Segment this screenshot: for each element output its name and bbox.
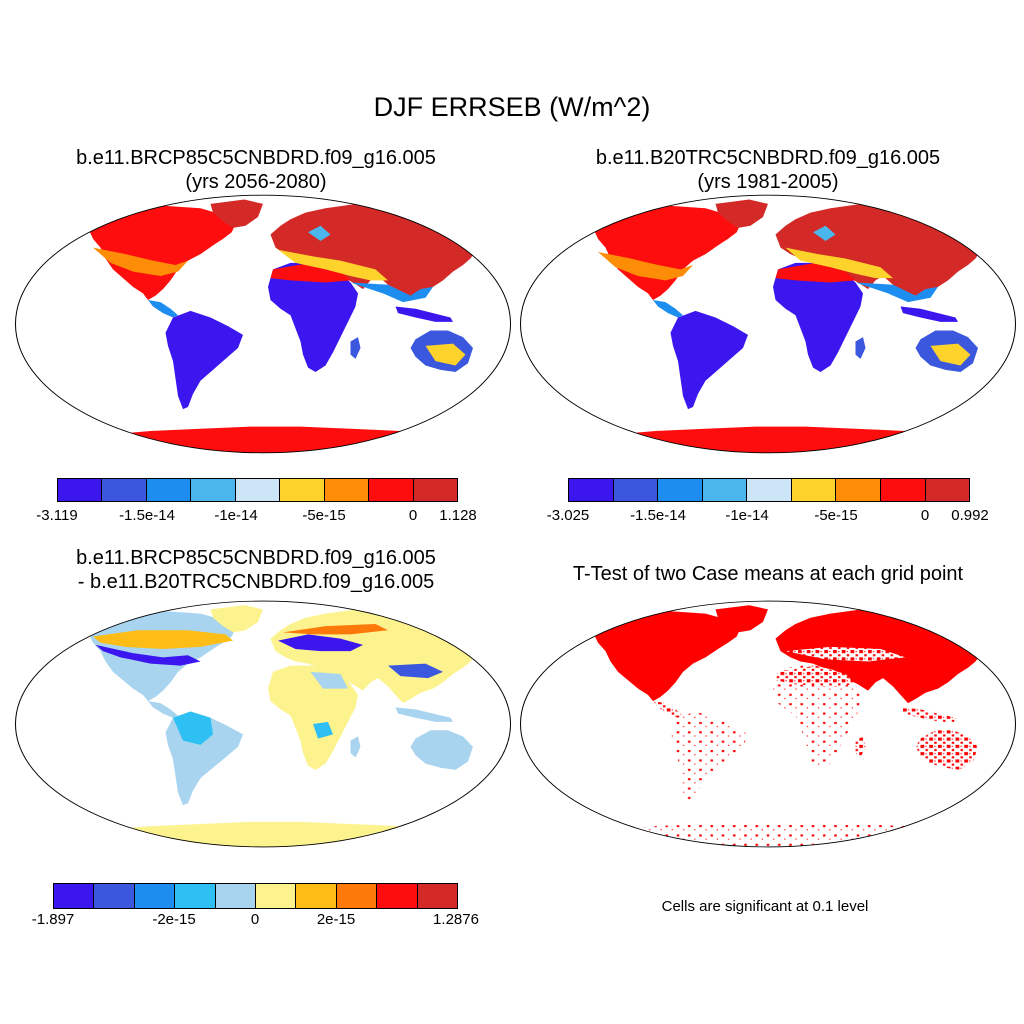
colorbar-swatch — [417, 884, 458, 908]
colorbar-swatch — [324, 479, 370, 501]
colorbar-swatch — [235, 479, 281, 501]
colorbar-swatch — [880, 479, 926, 501]
figure-title: DJF ERRSEB (W/m^2) — [373, 92, 651, 122]
colorbar-swatch — [747, 479, 792, 501]
colorbar-case2 — [568, 478, 970, 502]
colorbar-swatch — [102, 479, 147, 501]
colorbar-difference-tick: 0 — [250, 911, 260, 928]
colorbar-swatch — [54, 884, 95, 908]
map-difference — [15, 600, 511, 848]
colorbar-swatch — [175, 884, 216, 908]
colorbar-swatch — [58, 479, 103, 501]
colorbar-difference-tick: -1.897 — [31, 911, 75, 928]
colorbar-swatch — [134, 884, 176, 908]
panel-title-ttest: T-Test of two Case means at each grid po… — [572, 563, 964, 585]
colorbar-case1-tick: -3.119 — [36, 507, 78, 524]
map-ttest — [520, 600, 1016, 848]
colorbar-case2-tick: -1e-14 — [725, 507, 769, 524]
colorbar-case1-tick: 1.128 — [439, 507, 477, 524]
colorbar-swatch — [413, 479, 457, 501]
colorbar-swatch — [280, 479, 325, 501]
colorbar-swatch — [613, 479, 659, 501]
colorbar-case2-tick: 0 — [920, 507, 930, 524]
colorbar-swatch — [296, 884, 337, 908]
colorbar-difference-tick: 1.2876 — [433, 911, 479, 928]
colorbar-swatch — [191, 479, 236, 501]
panel-title-case1-line2: (yrs 2056-2080) — [185, 171, 327, 193]
panel-title-case2: b.e11.B20TRC5CNBDRD.f09_g16.005 (yrs 198… — [518, 146, 1018, 194]
colorbar-swatch — [215, 884, 257, 908]
colorbar-difference-tick: 2e-15 — [316, 911, 356, 928]
panel-title-difference-line2: - b.e11.B20TRC5CNBDRD.f09_g16.005 — [77, 571, 435, 593]
panel-title-case1-line1: b.e11.BRCP85C5CNBDRD.f09_g16.005 — [76, 147, 436, 169]
colorbar-swatch — [377, 884, 418, 908]
colorbar-case1 — [57, 478, 458, 502]
panel-title-case2-line2: (yrs 1981-2005) — [697, 171, 839, 193]
colorbar-swatch — [369, 479, 414, 501]
panel-title-difference: b.e11.BRCP85C5CNBDRD.f09_g16.005 - b.e11… — [6, 546, 506, 594]
colorbar-swatch — [569, 479, 614, 501]
panel-title-case2-line1: b.e11.B20TRC5CNBDRD.f09_g16.005 — [595, 147, 941, 169]
colorbar-case1-tick: -1e-14 — [214, 507, 258, 524]
colorbar-difference-tick: -2e-15 — [152, 911, 196, 928]
colorbar-swatch — [925, 479, 970, 501]
colorbar-swatch — [658, 479, 703, 501]
colorbar-swatch — [702, 479, 748, 501]
colorbar-swatch — [256, 884, 297, 908]
panel-title-case1: b.e11.BRCP85C5CNBDRD.f09_g16.005 (yrs 20… — [6, 146, 506, 194]
colorbar-case1-tick: -5e-15 — [302, 507, 346, 524]
colorbar-swatch — [791, 479, 837, 501]
colorbar-case2-tick: -5e-15 — [814, 507, 858, 524]
colorbar-swatch — [836, 479, 881, 501]
panel-title-difference-line1: b.e11.BRCP85C5CNBDRD.f09_g16.005 — [76, 547, 436, 569]
colorbar-case2-tick: -1.5e-14 — [630, 507, 686, 524]
colorbar-case2-tick: 0.992 — [951, 507, 989, 524]
colorbar-case1-tick: 0 — [408, 507, 418, 524]
colorbar-case1-tick: -1.5e-14 — [119, 507, 175, 524]
colorbar-swatch — [336, 884, 378, 908]
colorbar-swatch — [94, 884, 135, 908]
map-case2 — [520, 194, 1016, 454]
significance-note: Cells are significant at 0.1 level — [661, 898, 869, 915]
colorbar-swatch — [146, 479, 192, 501]
colorbar-case2-tick: -3.025 — [546, 507, 590, 524]
colorbar-difference — [53, 883, 458, 909]
map-case1 — [15, 194, 511, 454]
